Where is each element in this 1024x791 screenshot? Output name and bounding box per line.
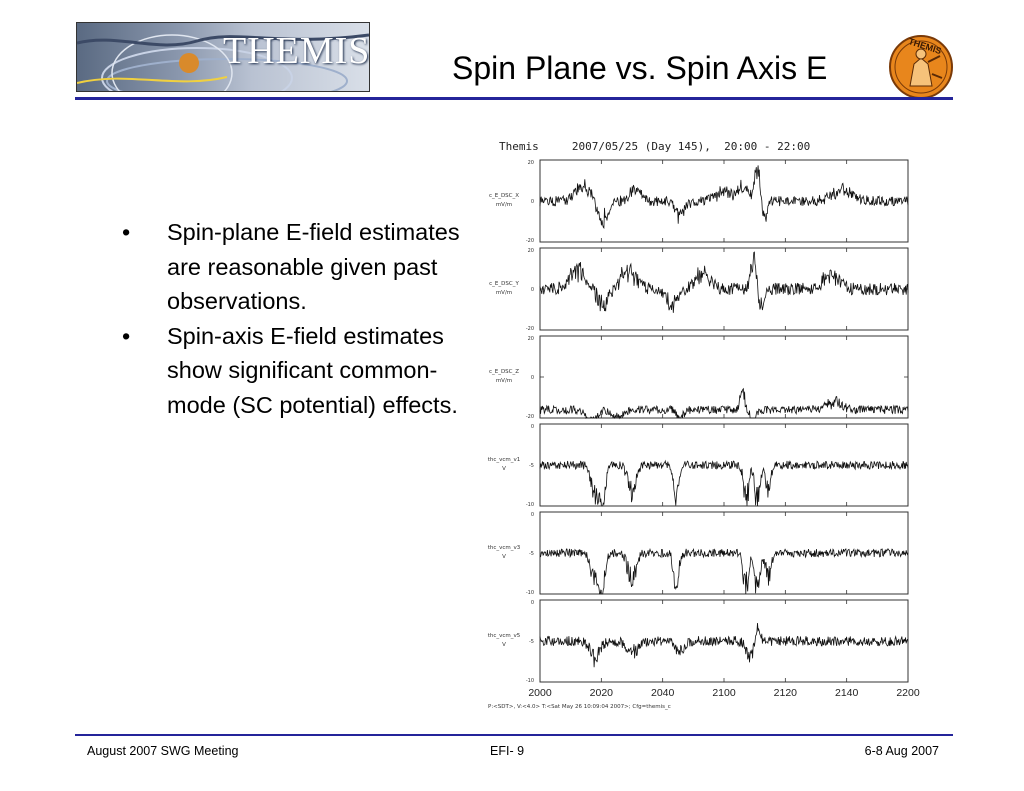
bullet-list: • Spin-plane E-field estimates are reason…	[122, 215, 462, 422]
panel-frame	[539, 335, 909, 419]
y-tick-label: -20	[526, 414, 534, 420]
panel-frame	[539, 599, 909, 683]
y-tick-label: 20	[528, 336, 534, 342]
efield-stack-chart: 20 0 -20 c_E_DSC_X mV/m 20 0 -20 c_E_DSC_Y mV/m 20…	[488, 159, 920, 710]
panel-label: c_E_DSC_X	[489, 193, 519, 199]
y-tick-label: -10	[526, 502, 534, 508]
footer-date: 6-8 Aug 2007	[864, 744, 939, 758]
page-title: Spin Plane vs. Spin Axis E	[452, 50, 828, 86]
y-tick-label: 0	[531, 600, 534, 606]
y-tick-label: -5	[529, 639, 534, 645]
y-tick-label: -5	[529, 551, 534, 557]
magnetosphere-graphic	[77, 33, 369, 91]
chart-footnote: P:<SDT>, V:<4.0> T:<Sat May 26 10:09:04 …	[488, 704, 671, 710]
x-tick-label: 2120	[774, 687, 798, 699]
panel-unit: mV/m	[496, 202, 512, 208]
y-tick-label: 20	[528, 248, 534, 254]
panel-label: c_E_DSC_Z	[489, 369, 519, 375]
bullet-item: • Spin-axis E-field estimates show signif…	[122, 319, 462, 423]
panel-label: thc_vcm_v1	[488, 457, 521, 463]
y-tick-label: 0	[531, 512, 534, 518]
panel-label: thc_vcm_v5	[488, 633, 521, 639]
chart-title: Themis 2007/05/25 (Day 145), 20:00 - 22:…	[499, 140, 811, 153]
bullet-text: Spin-axis E-field estimates show signifi…	[167, 322, 458, 418]
footer-divider	[75, 734, 953, 736]
y-tick-label: 0	[531, 287, 534, 293]
y-tick-label: -5	[529, 463, 534, 469]
y-tick-label: -10	[526, 590, 534, 596]
x-tick-label: 2140	[835, 687, 859, 699]
bullet-text: Spin-plane E-field estimates are reasona…	[167, 219, 460, 314]
themis-badge-icon: THEMIS	[889, 35, 953, 99]
bullet-dot: •	[122, 219, 131, 245]
panel-unit: V	[502, 554, 506, 560]
x-tick-label: 2040	[651, 687, 675, 699]
y-tick-label: 0	[531, 424, 534, 430]
panel-unit: V	[502, 642, 506, 648]
series-line	[539, 165, 909, 229]
y-tick-label: 0	[531, 375, 534, 381]
panel-frame	[539, 159, 909, 243]
title-divider	[75, 97, 953, 100]
panel-label: c_E_DSC_Y	[489, 281, 519, 287]
footer-page-number: EFI- 9	[490, 744, 525, 758]
panel-unit: mV/m	[496, 290, 512, 296]
panel-unit: V	[502, 466, 506, 472]
x-tick-label: 2000	[528, 687, 552, 699]
series-line	[539, 387, 909, 420]
y-tick-label: -20	[526, 326, 534, 332]
series-line	[539, 251, 909, 313]
bullet-dot: •	[122, 322, 131, 349]
x-tick-label: 2200	[896, 687, 920, 699]
series-line	[539, 622, 909, 668]
themis-logo: THEMIS	[76, 22, 370, 92]
footer-meeting: August 2007 SWG Meeting	[87, 744, 239, 758]
bullet-item: • Spin-plane E-field estimates are reason…	[122, 215, 462, 319]
y-tick-label: 0	[531, 199, 534, 205]
y-tick-label: -20	[526, 238, 534, 244]
y-tick-label: -10	[526, 678, 534, 684]
panel-unit: mV/m	[496, 378, 512, 384]
x-tick-label: 2020	[590, 687, 614, 699]
y-tick-label: 20	[528, 160, 534, 166]
logo-text: THEMIS	[223, 30, 370, 72]
panel-label: thc_vcm_v3	[488, 545, 521, 551]
x-tick-label: 2100	[712, 687, 736, 699]
